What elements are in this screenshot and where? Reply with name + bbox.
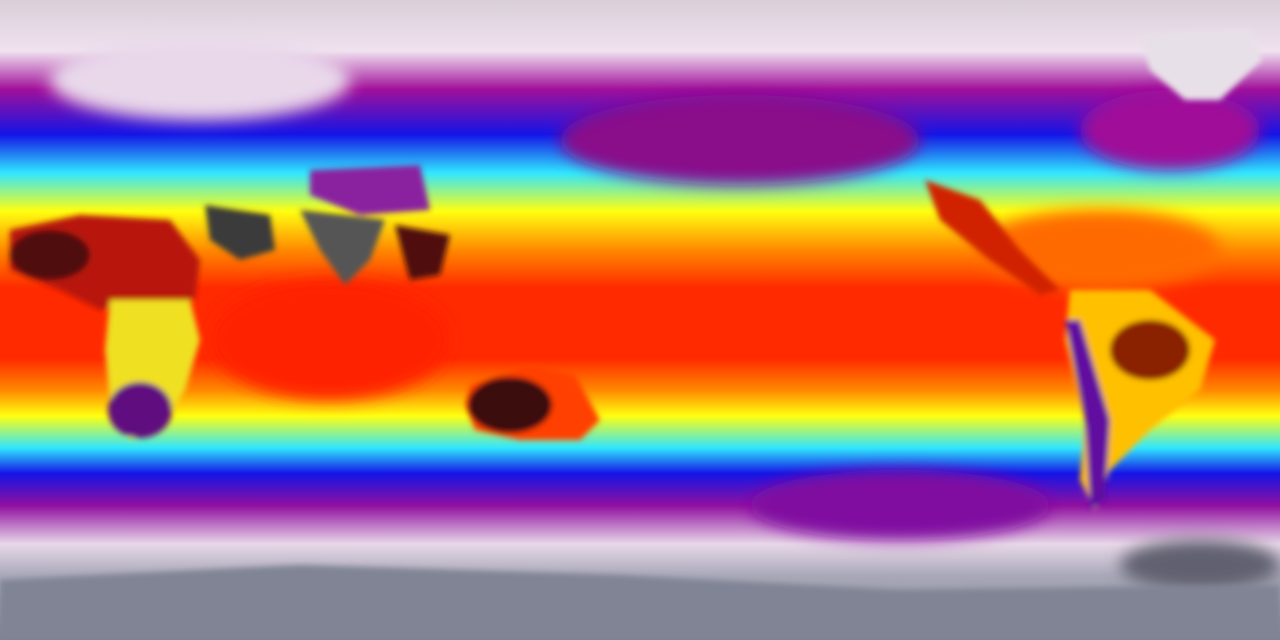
north-atlantic-cold-pool: [1080, 90, 1260, 170]
siberia-cold: [50, 40, 350, 120]
south-indian-ocean-red: [210, 280, 450, 400]
arabia: [205, 205, 275, 260]
southeast-asia: [395, 225, 450, 280]
antarctica: [0, 565, 1280, 640]
australia-interior: [468, 377, 552, 433]
south-africa-highveld: [108, 382, 172, 438]
sahel-hot: [10, 230, 90, 280]
north-pacific-cold-pool: [560, 95, 920, 185]
greenland: [1140, 28, 1262, 100]
antarctic-shelf: [1120, 540, 1280, 590]
weather-features: [50, 40, 1280, 590]
tibet: [310, 165, 430, 215]
amazon-hot: [1110, 320, 1190, 380]
south-pacific-cold: [750, 470, 1050, 540]
central-america: [925, 180, 1060, 295]
landmasses: [0, 28, 1280, 640]
india: [300, 210, 385, 285]
andes: [1065, 320, 1110, 510]
